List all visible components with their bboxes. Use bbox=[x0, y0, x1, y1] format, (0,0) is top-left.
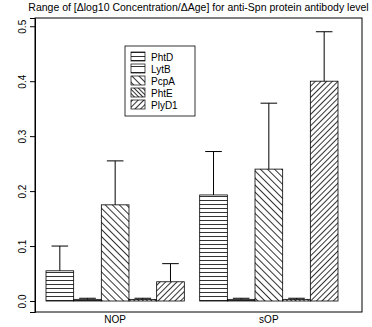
bar bbox=[227, 299, 255, 301]
plot-area bbox=[46, 32, 338, 301]
error-cap bbox=[261, 103, 278, 104]
bar bbox=[74, 299, 102, 301]
bar bbox=[129, 299, 157, 301]
bar bbox=[200, 195, 228, 301]
y-axis-line bbox=[30, 19, 36, 313]
y-tick: 0.0 bbox=[17, 294, 35, 308]
error-bar bbox=[52, 246, 69, 271]
legend-label: PcpA bbox=[151, 76, 175, 87]
error-bar bbox=[233, 298, 250, 299]
error-bar bbox=[162, 264, 179, 282]
error-bar bbox=[205, 152, 222, 195]
error-stem bbox=[170, 264, 171, 282]
bar bbox=[310, 81, 338, 301]
bar bbox=[101, 205, 129, 301]
legend-label: LytB bbox=[151, 64, 171, 75]
error-stem bbox=[59, 246, 60, 271]
y-tick: 0.4 bbox=[17, 74, 35, 88]
y-axis: 0.0 0.1 0.2 0.3 0.4 0.5 bbox=[17, 19, 36, 313]
y-tick: 0.2 bbox=[17, 184, 35, 198]
y-tick-mark bbox=[30, 26, 35, 27]
y-tick-label: 0.2 bbox=[17, 184, 28, 198]
legend-label: PlyD1 bbox=[151, 100, 178, 111]
x-axis: NOP sOP bbox=[104, 314, 279, 325]
error-stem bbox=[213, 152, 214, 195]
error-cap bbox=[233, 298, 250, 299]
error-stem bbox=[324, 32, 325, 81]
error-cap bbox=[288, 298, 305, 299]
y-tick-mark bbox=[30, 191, 35, 192]
bar bbox=[46, 271, 74, 301]
error-cap bbox=[205, 151, 222, 152]
y-tick-mark bbox=[30, 246, 35, 247]
x-tick: NOP bbox=[104, 314, 126, 325]
error-bar bbox=[288, 298, 305, 299]
legend-label: PhtE bbox=[151, 88, 173, 99]
x-tick-label: NOP bbox=[104, 314, 126, 325]
y-tick: 0.5 bbox=[17, 19, 35, 33]
y-tick: 0.3 bbox=[17, 129, 35, 143]
bar bbox=[283, 299, 311, 301]
error-cap bbox=[107, 160, 124, 161]
y-tick-label: 0.3 bbox=[17, 129, 28, 143]
x-tick-label: sOP bbox=[259, 314, 279, 325]
y-tick-mark bbox=[30, 136, 35, 137]
legend-swatch bbox=[131, 52, 145, 61]
error-cap bbox=[52, 246, 69, 247]
y-tick-label: 0.1 bbox=[17, 239, 28, 253]
y-tick-mark bbox=[30, 81, 35, 82]
title: Range of [Δlog10 Concentration/ΔAge] for… bbox=[28, 1, 368, 13]
y-tick-mark bbox=[30, 301, 35, 302]
legend-label: PhtD bbox=[151, 52, 173, 63]
legend-swatch bbox=[131, 88, 145, 97]
error-cap bbox=[316, 31, 333, 32]
error-bar bbox=[79, 298, 96, 299]
y-tick-label: 0.5 bbox=[17, 19, 28, 33]
error-cap bbox=[162, 263, 179, 264]
error-cap bbox=[79, 298, 96, 299]
error-bar bbox=[107, 161, 124, 205]
x-tick: sOP bbox=[259, 314, 279, 325]
legend: PhtDLytBPcpAPhtEPlyD1 bbox=[125, 46, 195, 116]
bar bbox=[255, 169, 283, 301]
y-tick: 0.1 bbox=[17, 239, 35, 253]
error-bar bbox=[316, 32, 333, 81]
error-bar bbox=[261, 103, 278, 169]
bar bbox=[157, 282, 185, 301]
legend-box bbox=[125, 46, 195, 116]
error-bar bbox=[135, 298, 152, 299]
legend-swatch bbox=[131, 64, 145, 73]
plot-frame bbox=[35, 18, 362, 312]
error-stem bbox=[268, 103, 269, 169]
error-cap bbox=[135, 298, 152, 299]
error-stem bbox=[115, 161, 116, 205]
legend-swatch bbox=[131, 100, 145, 109]
chart: Range of [Δlog10 Concentration/ΔAge] for… bbox=[0, 0, 372, 327]
y-tick-label: 0.0 bbox=[17, 294, 28, 308]
legend-swatch bbox=[131, 76, 145, 85]
y-tick-label: 0.4 bbox=[17, 74, 28, 88]
